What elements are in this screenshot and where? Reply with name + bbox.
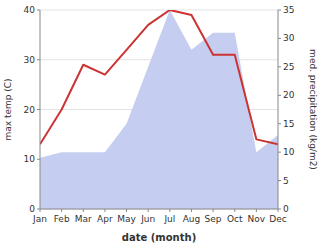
y2-tick: [278, 123, 281, 124]
x-tick: [83, 209, 84, 212]
x-tick-label: May: [117, 214, 136, 224]
x-tick: [256, 209, 257, 212]
y2-tick-label: 0: [283, 204, 289, 214]
y-tick-label: 0: [29, 204, 35, 214]
x-tick-label: Apr: [97, 214, 113, 224]
y-tick-label: 10: [24, 154, 36, 164]
y-tick: [37, 59, 40, 60]
y2-tick: [278, 180, 281, 181]
y-tick-label: 20: [24, 105, 36, 115]
x-tick-label: Feb: [54, 214, 70, 224]
x-tick: [61, 209, 62, 212]
y2-tick: [278, 95, 281, 96]
y-tick-label: 30: [24, 55, 36, 65]
y-tick: [37, 109, 40, 110]
y2-tick-label: 5: [283, 176, 289, 186]
x-tick-label: Jun: [140, 214, 155, 224]
x-tick: [213, 209, 214, 212]
x-tick: [191, 209, 192, 212]
x-tick-label: Jul: [163, 214, 175, 224]
chart-container: JanFebMarAprMayJunJulAugSepOctNovDec0102…: [0, 0, 318, 247]
y2-tick-label: 10: [283, 147, 295, 157]
grid: [40, 10, 278, 209]
x-tick: [169, 209, 170, 212]
y2-tick: [278, 66, 281, 67]
x-tick-label: Dec: [269, 214, 286, 224]
y2-tick-label: 20: [283, 90, 295, 100]
y2-tick: [278, 10, 281, 11]
x-tick-label: Aug: [183, 214, 201, 224]
area: [40, 10, 278, 209]
y2-tick-label: 15: [283, 119, 294, 129]
y2-tick-label: 35: [283, 5, 294, 15]
axes: JanFebMarAprMayJunJulAugSepOctNovDec0102…: [24, 5, 295, 224]
x-tick: [126, 209, 127, 212]
grid-line: [40, 209, 278, 210]
x-axis-line: [40, 209, 278, 210]
y2-axis-line: [278, 10, 279, 209]
y-tick: [37, 10, 40, 11]
y-axis-label: max temp (C): [3, 78, 13, 140]
y2-tick: [278, 209, 281, 210]
x-tick-label: Nov: [248, 214, 266, 224]
y2-axis-label: med. precipitation (kg/m2): [308, 49, 318, 170]
chart: JanFebMarAprMayJunJulAugSepOctNovDec0102…: [0, 0, 318, 247]
grid-line: [40, 10, 278, 11]
y-tick-label: 40: [24, 5, 36, 15]
series-group: [40, 10, 278, 209]
y-tick: [37, 209, 40, 210]
y2-tick: [278, 38, 281, 39]
x-axis-label: date (month): [122, 232, 196, 243]
y2-tick-label: 30: [283, 33, 295, 43]
x-tick-label: Jan: [32, 214, 47, 224]
x-tick-label: Sep: [205, 214, 222, 224]
y-tick: [37, 159, 40, 160]
x-tick: [148, 209, 149, 212]
y2-tick: [278, 152, 281, 153]
x-tick-label: Mar: [75, 214, 92, 224]
y2-tick-label: 25: [283, 62, 294, 72]
x-tick: [104, 209, 105, 212]
line: [40, 10, 278, 144]
x-tick: [234, 209, 235, 212]
x-tick-label: Oct: [227, 214, 243, 224]
